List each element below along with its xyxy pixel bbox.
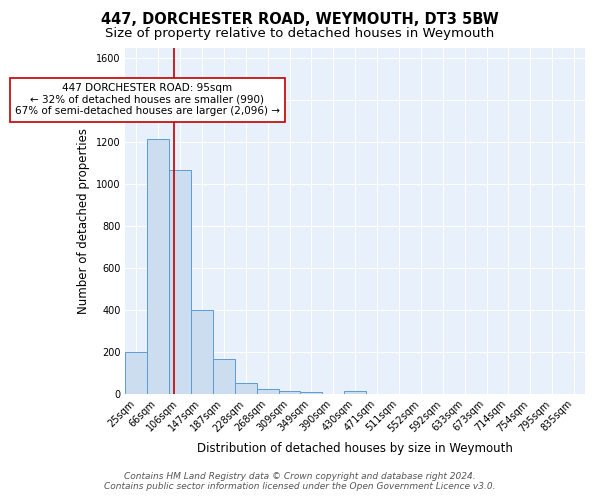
Text: Size of property relative to detached houses in Weymouth: Size of property relative to detached ho… xyxy=(106,28,494,40)
Bar xyxy=(191,310,213,394)
Bar xyxy=(169,170,191,394)
Bar xyxy=(344,392,366,394)
Text: 447 DORCHESTER ROAD: 95sqm
← 32% of detached houses are smaller (990)
67% of sem: 447 DORCHESTER ROAD: 95sqm ← 32% of deta… xyxy=(15,83,280,116)
Bar xyxy=(301,392,322,394)
X-axis label: Distribution of detached houses by size in Weymouth: Distribution of detached houses by size … xyxy=(197,442,513,455)
Bar xyxy=(125,352,147,394)
Y-axis label: Number of detached properties: Number of detached properties xyxy=(77,128,91,314)
Text: Contains HM Land Registry data © Crown copyright and database right 2024.
Contai: Contains HM Land Registry data © Crown c… xyxy=(104,472,496,491)
Bar xyxy=(278,390,301,394)
Bar xyxy=(257,388,278,394)
Bar xyxy=(213,359,235,394)
Text: 447, DORCHESTER ROAD, WEYMOUTH, DT3 5BW: 447, DORCHESTER ROAD, WEYMOUTH, DT3 5BW xyxy=(101,12,499,28)
Bar xyxy=(235,383,257,394)
Bar xyxy=(147,139,169,394)
